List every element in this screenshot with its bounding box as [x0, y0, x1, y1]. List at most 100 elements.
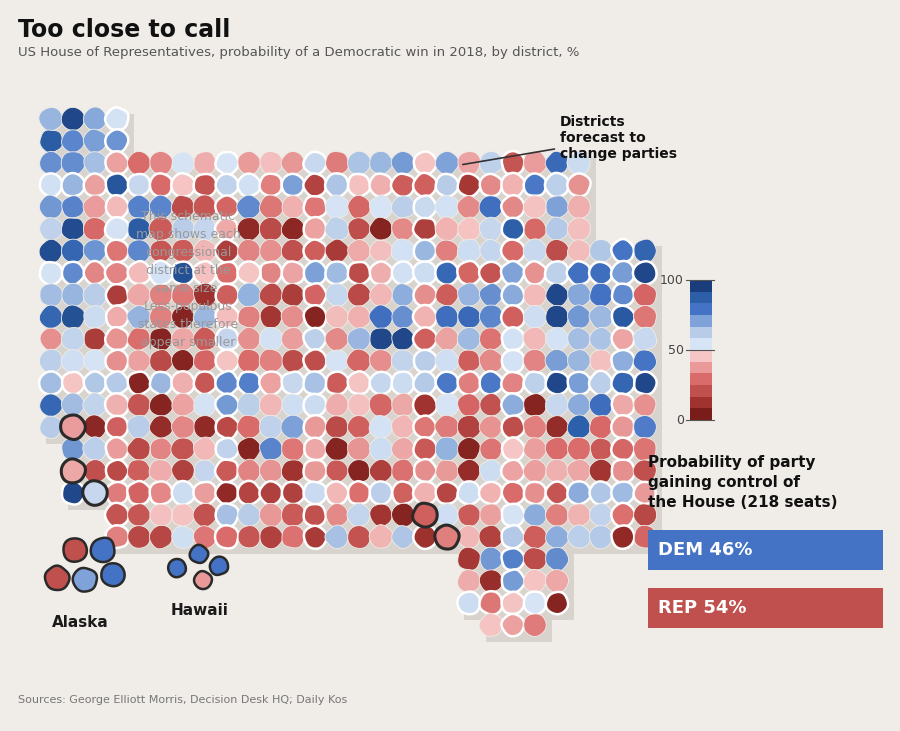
Polygon shape: [62, 262, 85, 285]
Polygon shape: [47, 224, 68, 246]
Polygon shape: [245, 268, 266, 289]
Polygon shape: [530, 224, 552, 246]
Polygon shape: [458, 350, 480, 372]
Polygon shape: [61, 327, 85, 350]
Polygon shape: [524, 438, 546, 461]
Polygon shape: [413, 416, 436, 439]
Polygon shape: [612, 284, 634, 306]
Polygon shape: [590, 262, 612, 284]
Polygon shape: [178, 466, 200, 488]
Polygon shape: [399, 159, 419, 180]
Polygon shape: [589, 371, 613, 395]
Polygon shape: [435, 195, 459, 219]
Polygon shape: [443, 202, 464, 224]
Polygon shape: [524, 349, 546, 373]
Polygon shape: [266, 532, 288, 553]
Polygon shape: [216, 504, 239, 527]
Polygon shape: [369, 525, 393, 548]
Polygon shape: [245, 466, 266, 488]
Polygon shape: [392, 306, 415, 328]
Polygon shape: [641, 466, 662, 488]
Polygon shape: [326, 416, 347, 438]
Polygon shape: [464, 379, 486, 400]
Polygon shape: [303, 482, 327, 504]
Polygon shape: [376, 181, 398, 202]
Polygon shape: [105, 129, 129, 153]
Polygon shape: [303, 371, 327, 394]
Polygon shape: [399, 335, 419, 355]
Polygon shape: [530, 488, 552, 510]
Polygon shape: [553, 312, 573, 333]
Polygon shape: [90, 488, 112, 510]
Polygon shape: [641, 312, 662, 333]
Polygon shape: [194, 283, 217, 306]
Polygon shape: [112, 532, 133, 553]
Polygon shape: [149, 195, 173, 219]
Polygon shape: [634, 415, 656, 438]
Polygon shape: [266, 510, 288, 531]
Polygon shape: [370, 504, 392, 527]
Polygon shape: [190, 545, 208, 563]
Polygon shape: [288, 335, 310, 355]
Polygon shape: [457, 327, 481, 350]
Polygon shape: [332, 181, 354, 202]
Polygon shape: [68, 312, 90, 333]
Polygon shape: [84, 261, 106, 284]
Polygon shape: [436, 217, 459, 240]
Polygon shape: [574, 466, 596, 488]
Polygon shape: [544, 173, 569, 197]
Polygon shape: [106, 460, 129, 482]
Polygon shape: [574, 488, 596, 510]
Polygon shape: [567, 482, 590, 504]
Polygon shape: [325, 525, 347, 548]
Bar: [690, 292, 712, 303]
Polygon shape: [62, 482, 85, 504]
Polygon shape: [201, 224, 221, 246]
Polygon shape: [376, 379, 398, 400]
Polygon shape: [553, 224, 573, 246]
Polygon shape: [574, 532, 596, 553]
Polygon shape: [501, 306, 525, 329]
Bar: [690, 280, 712, 292]
Polygon shape: [370, 482, 392, 504]
Polygon shape: [61, 107, 85, 130]
Polygon shape: [68, 357, 90, 377]
Polygon shape: [399, 510, 419, 531]
Polygon shape: [68, 423, 90, 444]
Polygon shape: [47, 268, 68, 289]
Polygon shape: [508, 466, 529, 488]
Bar: [690, 385, 712, 397]
Polygon shape: [149, 460, 173, 482]
Polygon shape: [486, 290, 508, 311]
Polygon shape: [347, 284, 371, 306]
Polygon shape: [508, 510, 529, 531]
Polygon shape: [641, 532, 662, 553]
Polygon shape: [568, 284, 591, 306]
Polygon shape: [436, 306, 458, 328]
Polygon shape: [61, 459, 86, 483]
Polygon shape: [171, 371, 194, 394]
Polygon shape: [288, 268, 310, 289]
Polygon shape: [281, 306, 304, 328]
Polygon shape: [102, 564, 124, 586]
Polygon shape: [464, 357, 486, 377]
Polygon shape: [618, 510, 640, 531]
Polygon shape: [370, 328, 393, 350]
Polygon shape: [399, 357, 419, 377]
Polygon shape: [553, 202, 573, 224]
Polygon shape: [369, 305, 392, 329]
Polygon shape: [574, 202, 596, 224]
Polygon shape: [178, 444, 200, 466]
Polygon shape: [413, 173, 436, 197]
Polygon shape: [105, 107, 129, 130]
Polygon shape: [464, 181, 486, 202]
Polygon shape: [480, 460, 502, 482]
Polygon shape: [222, 312, 244, 333]
Polygon shape: [486, 268, 508, 289]
Polygon shape: [611, 482, 634, 505]
Polygon shape: [304, 438, 327, 460]
Polygon shape: [464, 466, 486, 488]
Polygon shape: [288, 224, 310, 246]
Polygon shape: [618, 312, 640, 333]
Polygon shape: [282, 284, 304, 306]
